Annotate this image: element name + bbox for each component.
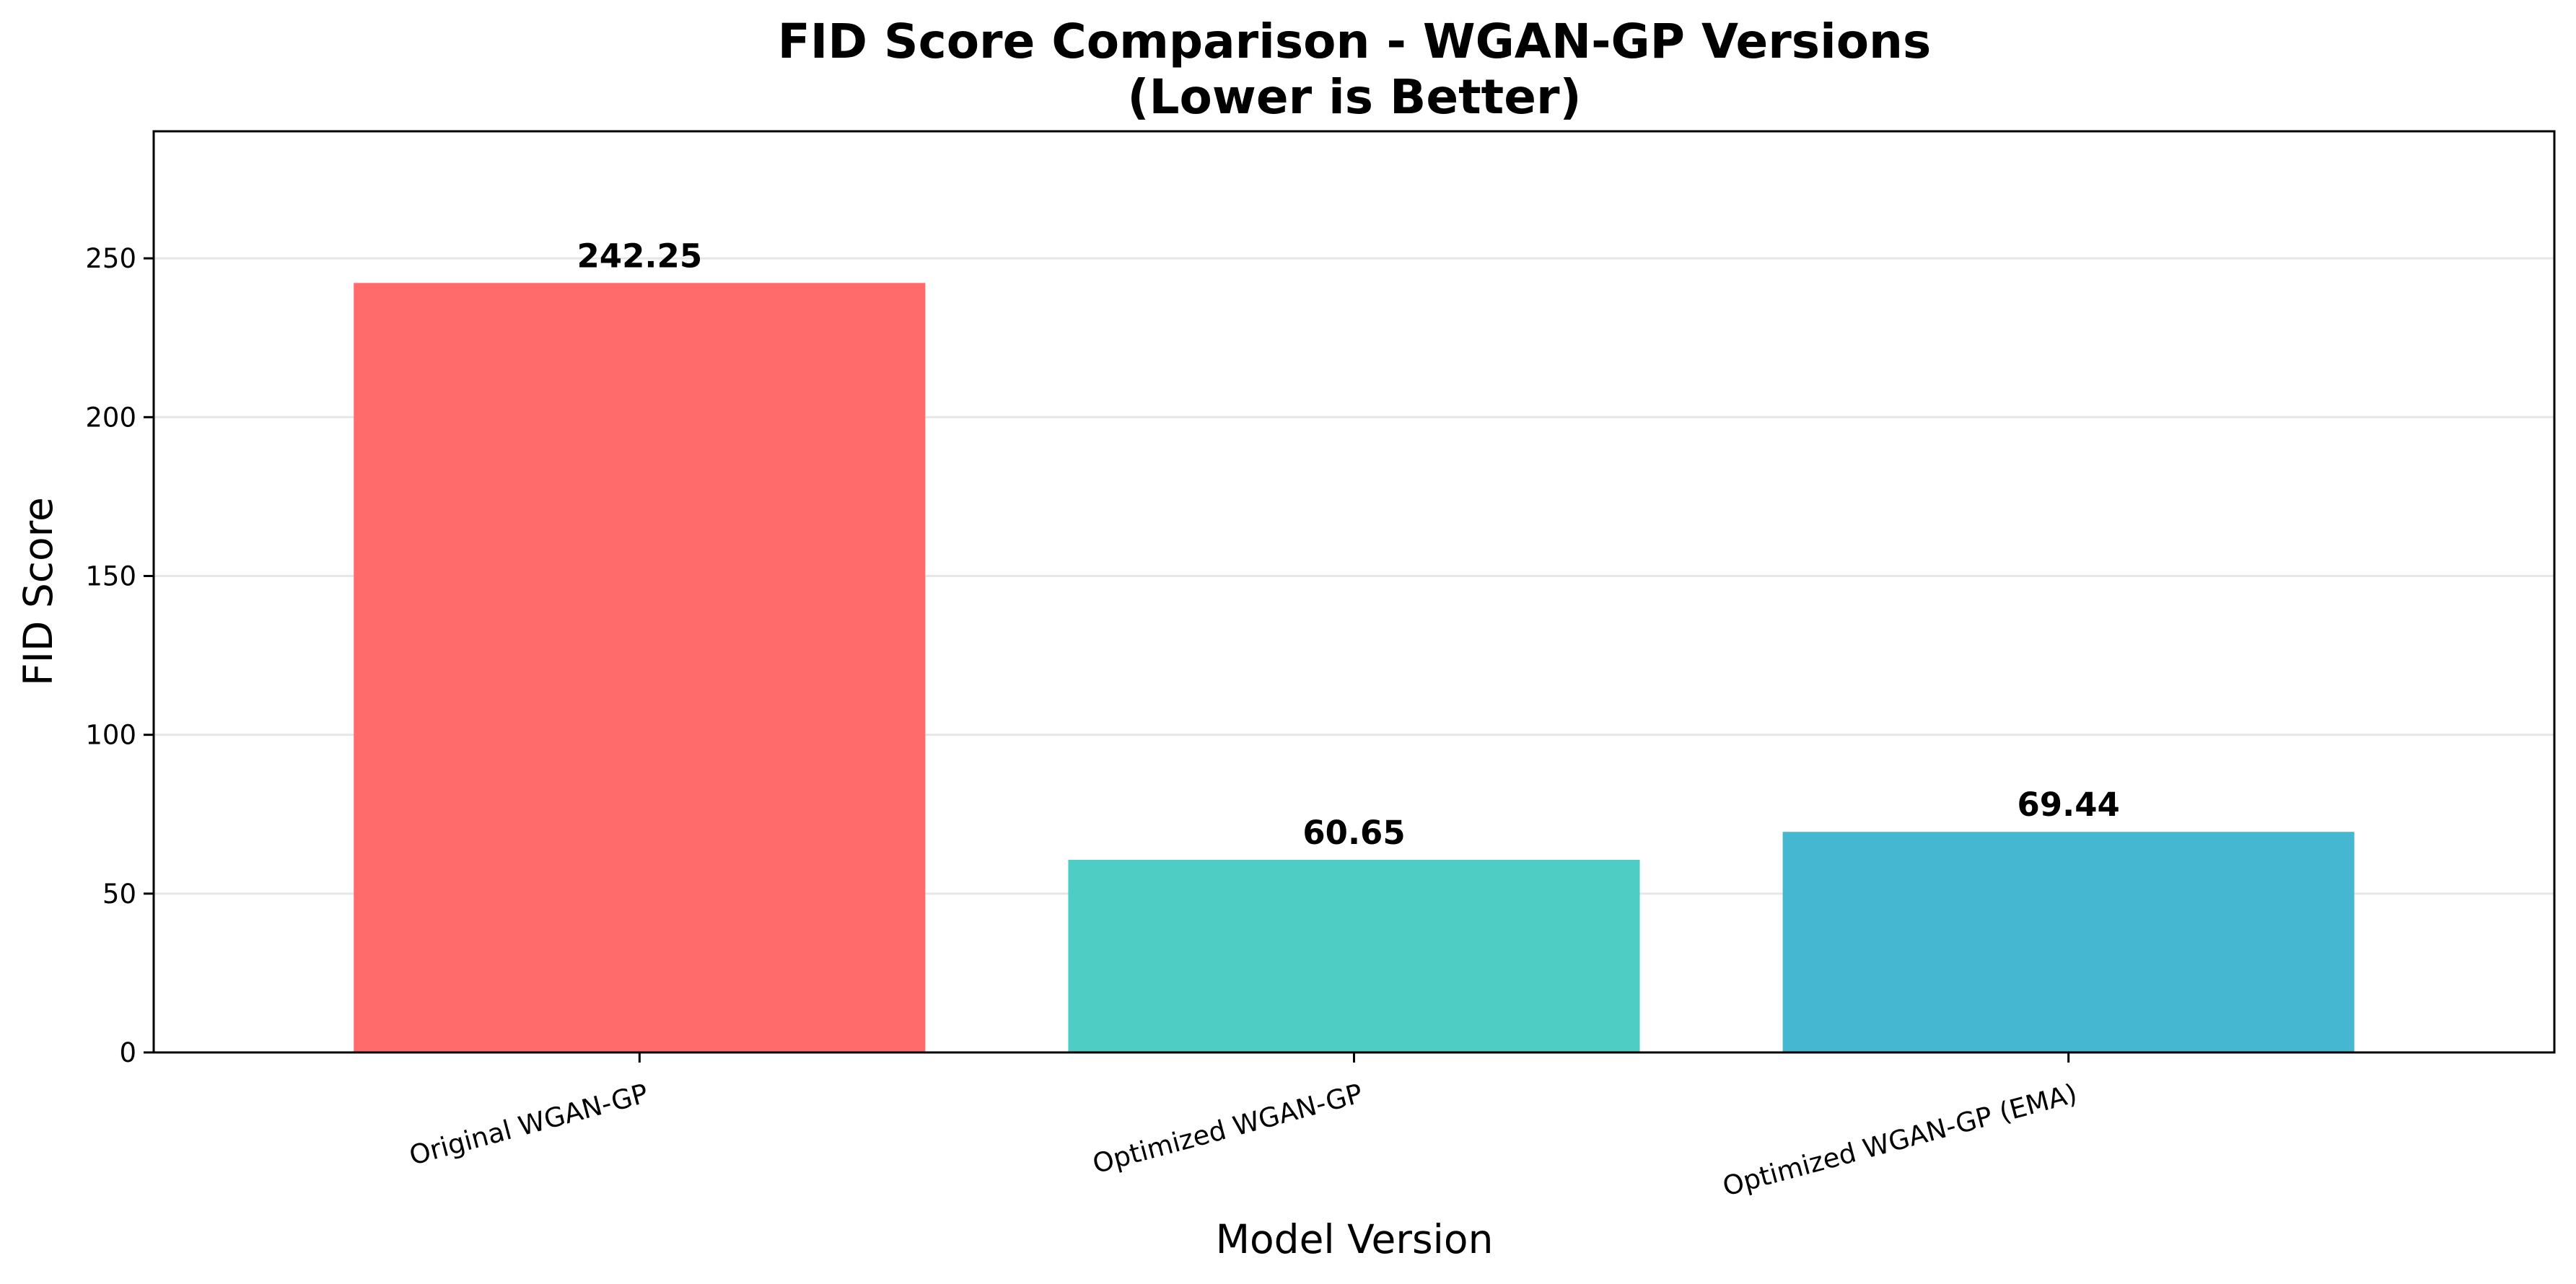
bar bbox=[1783, 832, 2354, 1052]
bar-value-label: 242.25 bbox=[577, 237, 702, 275]
bar bbox=[354, 283, 925, 1052]
y-tick-label: 0 bbox=[119, 1037, 136, 1068]
chart-title: FID Score Comparison - WGAN-GP Versions bbox=[778, 14, 1932, 69]
y-tick-label: 50 bbox=[102, 879, 136, 910]
y-tick-label: 250 bbox=[85, 243, 136, 274]
bar-value-label: 60.65 bbox=[1302, 814, 1405, 852]
chart-subtitle: (Lower is Better) bbox=[1127, 69, 1581, 125]
y-tick-label: 100 bbox=[85, 720, 136, 751]
bar-value-label: 69.44 bbox=[2018, 786, 2120, 824]
y-tick-label: 200 bbox=[85, 402, 136, 433]
x-axis-label: Model Version bbox=[1216, 1216, 1494, 1262]
y-tick-label: 150 bbox=[85, 560, 136, 592]
y-axis-label: FID Score bbox=[15, 497, 61, 686]
bar bbox=[1068, 860, 1639, 1052]
